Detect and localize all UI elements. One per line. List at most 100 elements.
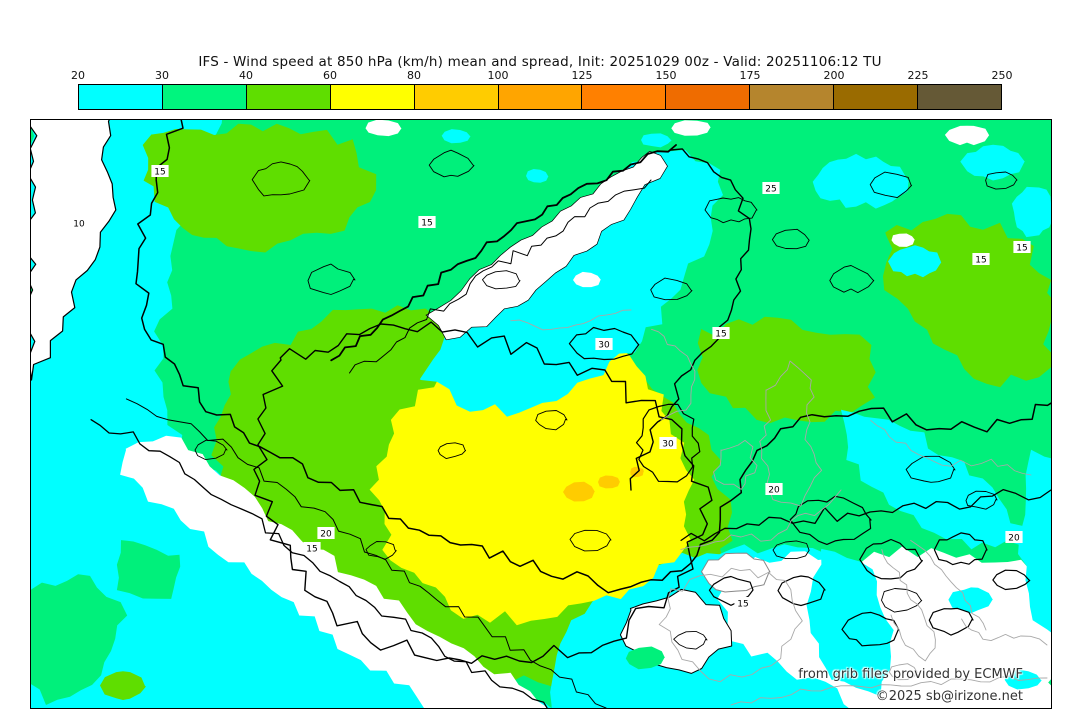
contour-loop — [771, 228, 810, 250]
colorbar-segment — [833, 85, 918, 109]
contour-line — [135, 120, 1051, 594]
svg-text:20: 20 — [320, 530, 332, 540]
colorbar-segment — [497, 85, 582, 109]
contour-loop — [869, 171, 913, 199]
map-frame: 10 15 15 15 25 15 15 20 15 30 30 20 15 20 from grib f… — [30, 119, 1052, 709]
contour-label: 15 — [712, 327, 730, 340]
svg-text:10: 10 — [73, 220, 85, 230]
contour-loop — [251, 161, 311, 197]
region-cyan-southeast — [841, 409, 1031, 550]
contour-loop — [482, 270, 521, 290]
region-white-alps — [701, 552, 771, 593]
colorbar-segment — [161, 85, 246, 109]
contour-loop — [569, 529, 612, 552]
contour-loop — [437, 442, 467, 460]
region-yellow-core — [369, 329, 695, 626]
contour-line — [90, 419, 548, 708]
colorbar-ticks: 20 30 40 60 80 100 125 150 175 200 225 250 — [71, 69, 1013, 82]
contour-label: 30 — [595, 338, 613, 351]
contour-loop — [859, 538, 923, 580]
coastline-ireland — [713, 439, 758, 490]
contour-line — [253, 321, 713, 664]
contour-loop — [568, 326, 640, 361]
coastline-blacksea — [870, 420, 1032, 476]
contour-line — [349, 179, 652, 374]
colorbar-tick: 125 — [571, 69, 593, 82]
region-cyan-patch — [526, 169, 549, 183]
colorbar-segment — [917, 85, 1001, 109]
contour-loop — [829, 265, 875, 294]
contour-label: 15 — [1013, 241, 1031, 254]
svg-text:25: 25 — [765, 185, 776, 195]
svg-text:20: 20 — [1008, 534, 1020, 544]
colorbar-tick: 225 — [907, 69, 929, 82]
region-gold-spot — [563, 481, 595, 502]
contour-loop — [965, 490, 998, 510]
colorbar-tick: 150 — [655, 69, 677, 82]
contour-line — [629, 148, 752, 491]
colorbar-tick: 40 — [239, 69, 253, 82]
contour-loop — [535, 410, 568, 431]
colorbar-tick: 100 — [487, 69, 509, 82]
contour-loop — [777, 575, 826, 607]
coastline-baltic — [651, 328, 696, 421]
colorbar-segment — [665, 85, 750, 109]
svg-text:15: 15 — [715, 330, 726, 340]
svg-text:30: 30 — [598, 341, 610, 351]
contour-label: 20 — [1005, 531, 1023, 544]
colorbar-segment — [329, 85, 414, 109]
colorbar-tick: 175 — [739, 69, 761, 82]
contour-label: 15 — [418, 216, 436, 229]
contour-loop — [905, 455, 956, 483]
region-white-greenland — [31, 120, 117, 381]
svg-text:15: 15 — [975, 256, 986, 266]
contour-loop — [985, 171, 1018, 190]
colorbar-tick: 200 — [823, 69, 845, 82]
contour-label: 10 — [70, 217, 88, 230]
coastline-aegean — [961, 618, 1048, 646]
contour-loop — [789, 495, 872, 545]
contour-loop — [841, 611, 900, 647]
colorbar-tick: 60 — [323, 69, 337, 82]
svg-text:15: 15 — [154, 168, 165, 178]
contour-loop — [772, 540, 810, 560]
contour-coast-norway — [330, 144, 677, 362]
colorbar-segment — [413, 85, 498, 109]
coastline-balkans — [910, 539, 987, 631]
region-cyan-patch — [441, 129, 471, 144]
coastline-italy — [881, 549, 936, 662]
region-cyan-patch — [641, 133, 672, 148]
region-white-scand-mountains — [425, 150, 668, 341]
contour-loop — [673, 630, 708, 650]
contour-loop — [992, 569, 1031, 591]
region-cyan-scandinavia — [419, 149, 723, 417]
contour-loop — [650, 277, 693, 301]
region-white-azores-band — [120, 435, 549, 708]
colorbar-tick: 20 — [71, 69, 85, 82]
chart-title: IFS - Wind speed at 850 hPa (km/h) mean … — [198, 54, 882, 70]
svg-text:15: 15 — [737, 600, 748, 610]
colorbar-segment — [245, 85, 330, 109]
svg-text:20: 20 — [768, 486, 780, 496]
coastline-britain — [759, 360, 823, 507]
svg-text:30: 30 — [662, 440, 674, 450]
contour-loop — [704, 197, 758, 224]
coastline-scandinavia — [510, 309, 632, 331]
colorbar-segment — [749, 85, 834, 109]
contour-loop — [194, 439, 228, 461]
contour-label: 15 — [734, 597, 752, 610]
region-white-patch — [365, 120, 402, 137]
region-cyan-adriatic — [806, 548, 894, 697]
contour-line — [680, 488, 1051, 542]
region-cyan-patch — [960, 144, 1025, 181]
contour-loop — [928, 607, 974, 636]
contour-label: 20 — [317, 527, 335, 540]
region-white-patch — [891, 233, 915, 247]
wind-speed-map: 10 15 15 15 25 15 15 20 15 30 30 20 15 20 — [31, 120, 1051, 708]
svg-text:15: 15 — [421, 219, 432, 229]
contour-loop — [933, 532, 988, 566]
region-chartreuse-nw — [142, 123, 377, 253]
contour-label: 15 — [303, 542, 321, 555]
colorbar-tick: 250 — [991, 69, 1013, 82]
